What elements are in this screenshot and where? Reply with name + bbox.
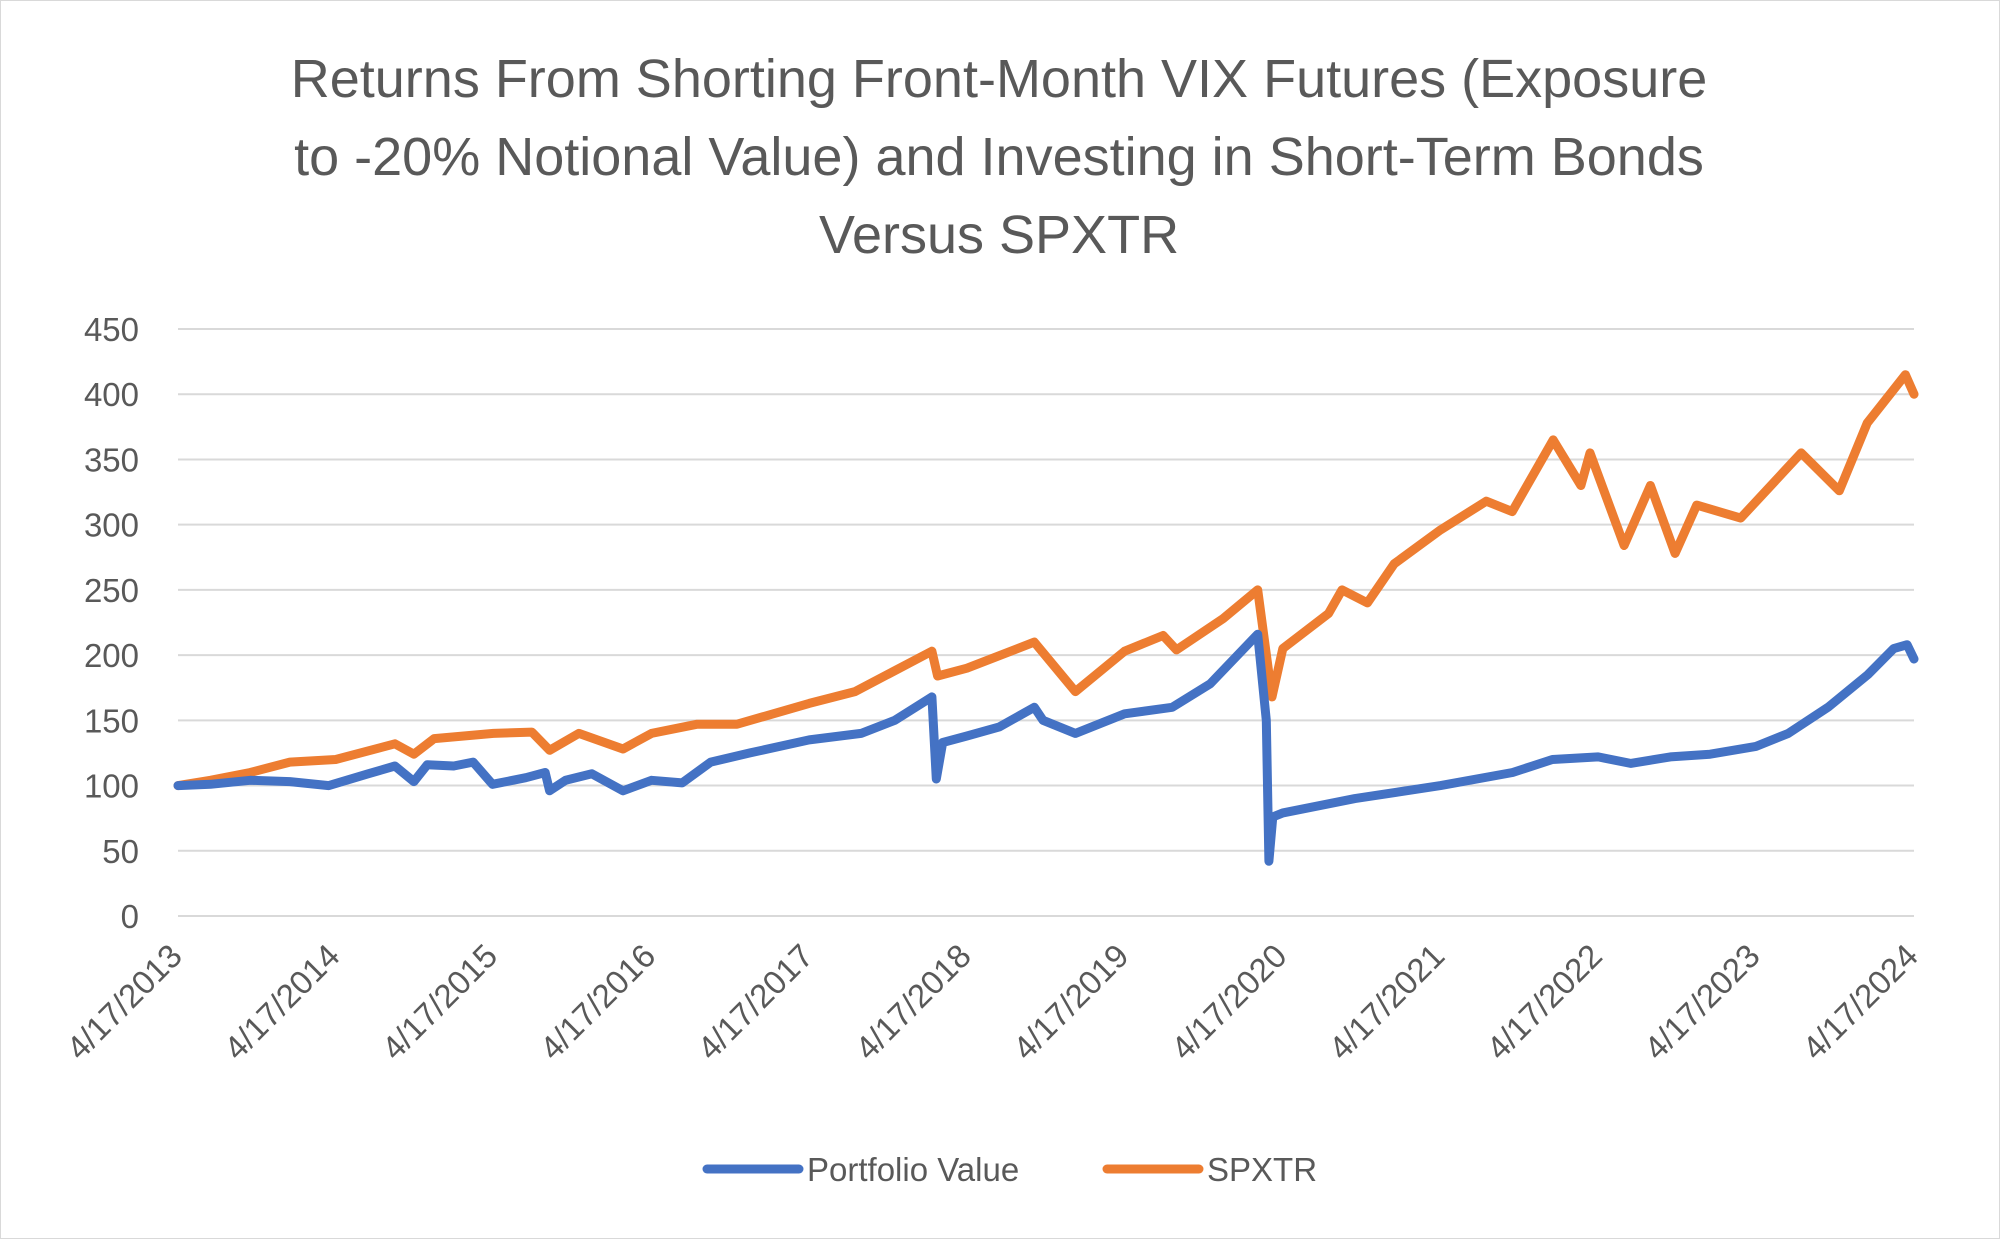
x-tick-label: 4/17/2013 (59, 937, 189, 1067)
legend-label: Portfolio Value (807, 1151, 1019, 1188)
x-axis-tick-labels: 4/17/2013 4/17/2014 4/17/2015 4/17/2016 4/17… (59, 937, 1925, 1067)
x-tick-label: 4/17/2018 (848, 937, 978, 1067)
y-tick-label: 150 (84, 702, 139, 739)
chart-title-line-2: to -20% Notional Value) and Investing in… (294, 127, 1704, 187)
x-tick-label: 4/17/2015 (374, 937, 504, 1067)
y-axis-tick-labels: 0 50 100 150 200 250 300 350 400 450 (84, 311, 139, 935)
y-tick-label: 250 (84, 572, 139, 609)
y-tick-label: 0 (121, 898, 139, 935)
chart-title: Returns From Shorting Front-Month VIX Fu… (291, 49, 1708, 265)
y-tick-label: 450 (84, 311, 139, 348)
y-tick-label: 100 (84, 768, 139, 805)
y-tick-label: 50 (102, 833, 139, 870)
x-tick-label: 4/17/2024 (1795, 937, 1925, 1067)
x-tick-label: 4/17/2021 (1321, 937, 1451, 1067)
y-tick-label: 350 (84, 441, 139, 478)
x-tick-label: 4/17/2019 (1006, 937, 1136, 1067)
gridlines (178, 328, 1914, 917)
x-tick-label: 4/17/2022 (1479, 937, 1609, 1067)
legend: Portfolio Value SPXTR (702, 1151, 1317, 1188)
x-tick-label: 4/17/2016 (533, 937, 663, 1067)
x-tick-label: 4/17/2023 (1637, 937, 1767, 1067)
series-line-portfolio-value (173, 629, 1919, 866)
x-tick-label: 4/17/2017 (690, 937, 820, 1067)
series-line-spxtr (173, 370, 1919, 791)
chart-title-line-3: Versus SPXTR (819, 205, 1179, 265)
chart-title-line-1: Returns From Shorting Front-Month VIX Fu… (291, 49, 1708, 109)
y-tick-label: 300 (84, 507, 139, 544)
x-tick-label: 4/17/2014 (217, 937, 347, 1067)
series-lines (173, 370, 1919, 866)
legend-label: SPXTR (1207, 1151, 1317, 1188)
x-tick-label: 4/17/2020 (1164, 937, 1294, 1067)
y-tick-label: 400 (84, 376, 139, 413)
y-tick-label: 200 (84, 637, 139, 674)
